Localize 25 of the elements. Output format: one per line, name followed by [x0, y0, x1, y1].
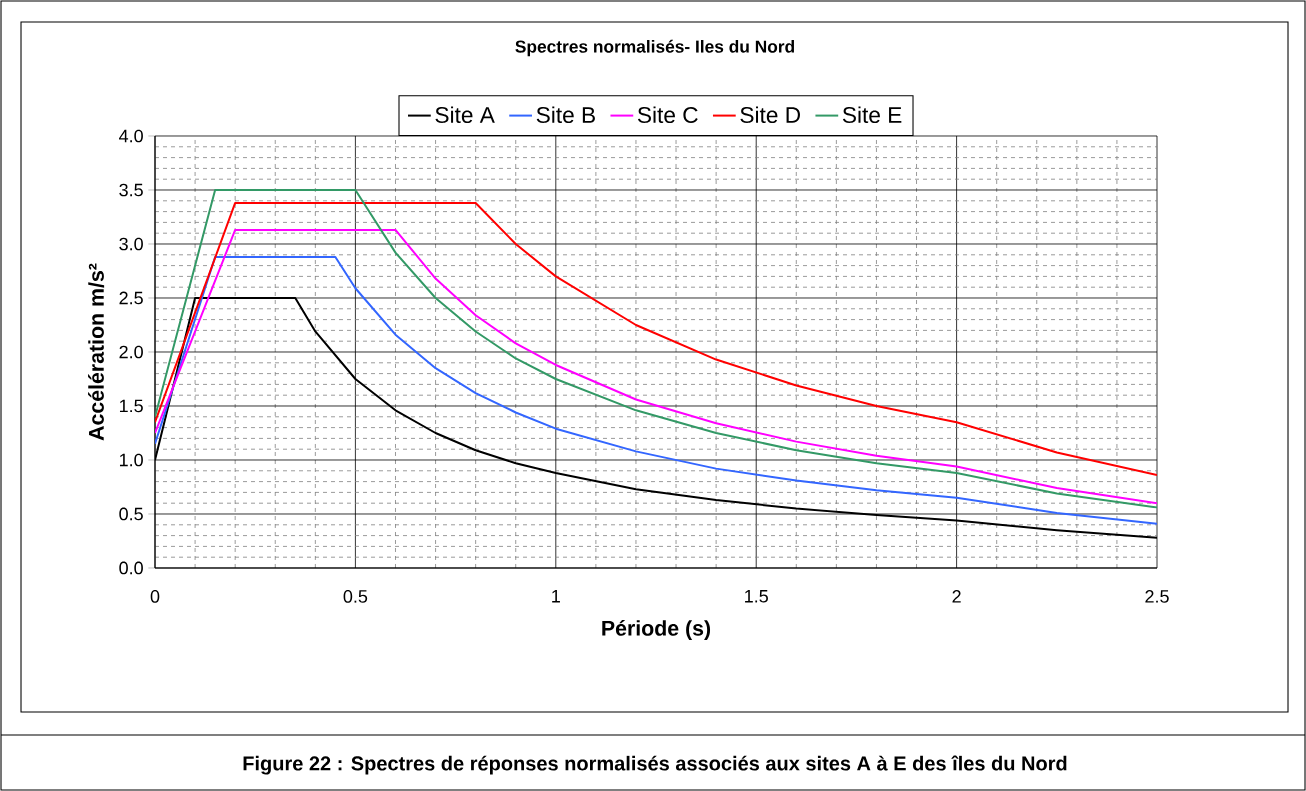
y-tick-label: 0.5 — [119, 507, 143, 521]
y-tick-label: 1.5 — [119, 399, 143, 413]
legend-label: Site E — [842, 106, 902, 124]
y-tick-label: 3.5 — [119, 183, 143, 197]
y-tick-label: 0.0 — [119, 561, 143, 575]
legend-label: Site C — [637, 106, 698, 124]
legend-label: Site A — [435, 106, 495, 124]
x-tick-label: 0.5 — [343, 590, 368, 603]
legend-label: Site B — [536, 106, 595, 124]
caption: Figure 22 : Spectres de réponses normalisés associés aux sites A à E des îles du Nord — [243, 755, 1067, 775]
x-tick-label: 1.5 — [745, 590, 768, 603]
y-tick-label: 2.0 — [119, 345, 143, 359]
x-tick-label: 0 — [150, 590, 160, 603]
x-tick-label: 1 — [552, 590, 560, 603]
x-axis-title: Période (s) — [602, 619, 711, 641]
y-tick-label: 2.5 — [119, 291, 143, 305]
y-tick-label: 1.0 — [119, 453, 143, 467]
x-tick-label: 2.5 — [1145, 590, 1169, 603]
x-tick-label: 2 — [952, 590, 961, 603]
legend-label: Site D — [740, 106, 800, 124]
chart-title: Spectres normalisés- Iles du Nord — [515, 39, 795, 57]
y-axis-title: Accélération m/s² — [88, 263, 105, 441]
y-tick-label: 3.0 — [119, 237, 143, 251]
line-series — [155, 255, 1157, 525]
y-tick-label: 4.0 — [119, 129, 143, 143]
